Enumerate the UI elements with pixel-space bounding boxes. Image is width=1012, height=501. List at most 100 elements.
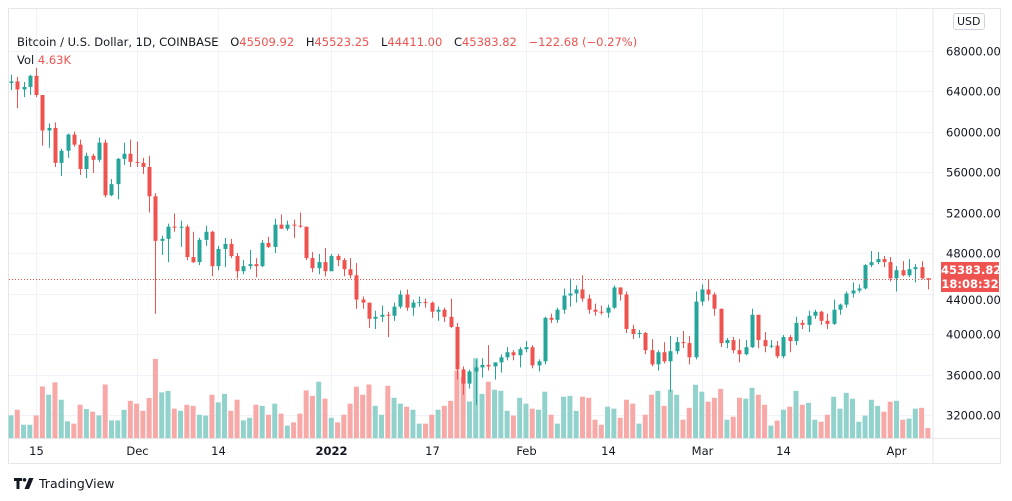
- candle[interactable]: [851, 282, 856, 298]
- candle[interactable]: [97, 137, 102, 162]
- candle[interactable]: [241, 260, 246, 275]
- candle[interactable]: [78, 139, 83, 176]
- candle[interactable]: [210, 230, 215, 277]
- candle[interactable]: [172, 213, 177, 232]
- candle[interactable]: [725, 338, 730, 349]
- candle[interactable]: [838, 303, 843, 315]
- candle[interactable]: [392, 302, 397, 321]
- candle[interactable]: [794, 316, 799, 346]
- candle[interactable]: [304, 226, 309, 261]
- candle[interactable]: [505, 347, 510, 361]
- candle[interactable]: [813, 309, 818, 319]
- candle[interactable]: [229, 238, 234, 259]
- candle[interactable]: [66, 133, 71, 158]
- candle[interactable]: [398, 290, 403, 309]
- candle[interactable]: [876, 251, 881, 265]
- candle[interactable]: [493, 362, 498, 380]
- candle[interactable]: [744, 340, 749, 356]
- candle[interactable]: [279, 214, 284, 229]
- candle[interactable]: [367, 302, 372, 328]
- candle[interactable]: [549, 313, 554, 323]
- currency-button[interactable]: USD: [953, 13, 985, 30]
- candle[interactable]: [423, 298, 428, 308]
- candle[interactable]: [524, 341, 529, 353]
- candle[interactable]: [819, 310, 824, 325]
- candle[interactable]: [926, 278, 931, 290]
- candle[interactable]: [342, 258, 347, 277]
- candle[interactable]: [15, 76, 20, 109]
- candle[interactable]: [216, 245, 221, 271]
- candle[interactable]: [47, 123, 52, 148]
- candle[interactable]: [179, 220, 184, 247]
- candle[interactable]: [656, 350, 661, 371]
- candle[interactable]: [361, 296, 366, 309]
- candle[interactable]: [775, 341, 780, 359]
- candle[interactable]: [599, 305, 604, 315]
- candle[interactable]: [474, 359, 479, 405]
- candle[interactable]: [888, 257, 893, 282]
- symbol-title[interactable]: Bitcoin / U.S. Dollar, 1D, COINBASE: [17, 35, 219, 49]
- candle[interactable]: [807, 310, 812, 332]
- candle[interactable]: [769, 340, 774, 349]
- candle[interactable]: [825, 313, 830, 329]
- candle[interactable]: [467, 369, 472, 389]
- candle[interactable]: [254, 258, 259, 278]
- candle[interactable]: [128, 139, 133, 167]
- candle[interactable]: [449, 298, 454, 328]
- candle[interactable]: [84, 152, 89, 179]
- candle[interactable]: [612, 285, 617, 309]
- candle[interactable]: [292, 219, 297, 238]
- candle[interactable]: [373, 310, 378, 329]
- price-axis[interactable]: 68000.00 64000.00 60000.00 56000.00 52000.00…: [946, 45, 1001, 423]
- candle[interactable]: [643, 331, 648, 355]
- candle[interactable]: [436, 306, 441, 321]
- candle[interactable]: [40, 95, 45, 146]
- candle[interactable]: [285, 220, 290, 231]
- candle[interactable]: [455, 322, 460, 380]
- candle[interactable]: [28, 74, 33, 96]
- candle[interactable]: [109, 179, 114, 197]
- candle[interactable]: [555, 307, 560, 323]
- candle[interactable]: [386, 311, 391, 338]
- candle[interactable]: [9, 74, 14, 90]
- candle[interactable]: [160, 235, 165, 256]
- candle[interactable]: [562, 288, 567, 314]
- candle[interactable]: [882, 256, 887, 268]
- candle[interactable]: [901, 261, 906, 277]
- candle[interactable]: [631, 324, 636, 340]
- candle[interactable]: [34, 67, 39, 98]
- candle[interactable]: [587, 294, 592, 314]
- candle[interactable]: [53, 122, 58, 167]
- candle[interactable]: [298, 212, 303, 228]
- candle[interactable]: [687, 336, 692, 365]
- candle[interactable]: [197, 237, 202, 266]
- candle[interactable]: [103, 139, 108, 198]
- candle[interactable]: [700, 284, 705, 306]
- candle[interactable]: [499, 354, 504, 373]
- candle[interactable]: [248, 249, 253, 270]
- candle[interactable]: [442, 307, 447, 322]
- candle[interactable]: [135, 141, 140, 167]
- candle[interactable]: [869, 250, 874, 268]
- candle[interactable]: [574, 285, 579, 303]
- candle[interactable]: [417, 296, 422, 307]
- candle[interactable]: [380, 305, 385, 322]
- candle[interactable]: [863, 264, 868, 290]
- candle[interactable]: [668, 336, 673, 392]
- candle[interactable]: [756, 314, 761, 349]
- candle[interactable]: [675, 337, 680, 355]
- candle[interactable]: [650, 339, 655, 367]
- candle[interactable]: [317, 254, 322, 275]
- candle[interactable]: [530, 345, 535, 369]
- candle[interactable]: [204, 225, 209, 246]
- candle[interactable]: [486, 345, 491, 371]
- candle[interactable]: [719, 308, 724, 348]
- candle[interactable]: [122, 142, 127, 165]
- candle[interactable]: [568, 278, 573, 307]
- candle[interactable]: [310, 251, 315, 273]
- candle[interactable]: [235, 253, 240, 279]
- candle[interactable]: [430, 301, 435, 318]
- candle[interactable]: [191, 231, 196, 264]
- candle[interactable]: [511, 350, 516, 361]
